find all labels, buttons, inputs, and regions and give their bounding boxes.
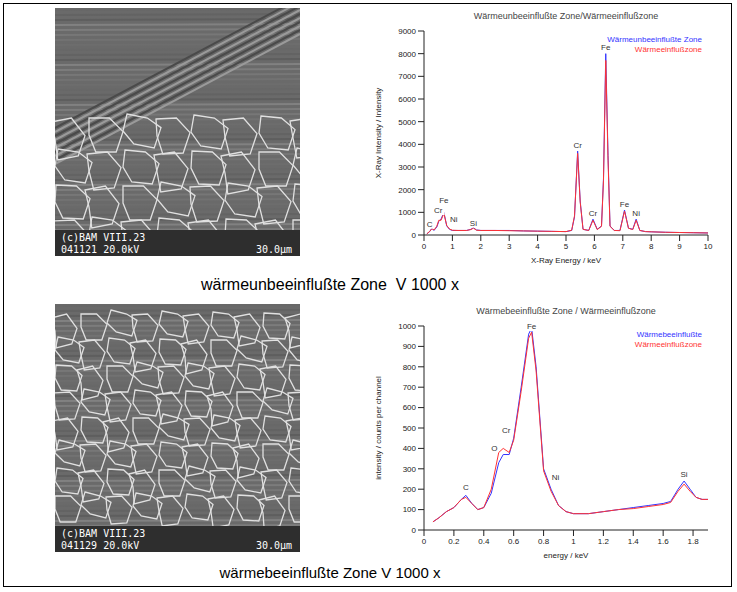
svg-text:0: 0: [422, 537, 427, 546]
svg-text:Fe: Fe: [620, 200, 630, 209]
svg-text:700: 700: [403, 383, 417, 392]
html-text:wärmebeeinflußte Zone V 1000 x: wärmebeeinflußte Zone V 1000 x: [219, 564, 441, 581]
html-text:Wärmeunbeeinflußte Zone/Wärmee: Wärmeunbeeinflußte Zone/Wärmeeinflußzone: [473, 11, 659, 21]
svg-text:Cr: Cr: [573, 141, 582, 150]
html-text:Wärmeeinflußzone: Wärmeeinflußzone: [634, 340, 702, 349]
svg-text:0: 0: [412, 526, 417, 535]
svg-text:9000: 9000: [398, 27, 416, 36]
svg-text:0: 0: [422, 242, 427, 251]
svg-text:500: 500: [403, 424, 417, 433]
html-text:Wärmebeeinflußte: Wärmebeeinflußte: [636, 330, 702, 339]
svg-text:30.0µm: 30.0µm: [256, 540, 292, 551]
svg-text:2: 2: [479, 242, 484, 251]
svg-text:X-Ray Intensity / Intensity: X-Ray Intensity / Intensity: [374, 88, 383, 179]
html-text:Wärmeunbeeinflußte Zone: Wärmeunbeeinflußte Zone: [607, 35, 702, 44]
svg-text:Ni: Ni: [632, 209, 640, 218]
svg-text:Si: Si: [470, 219, 477, 228]
svg-text:7: 7: [621, 242, 626, 251]
svg-text:300: 300: [403, 465, 417, 474]
svg-text:100: 100: [403, 505, 417, 514]
svg-text:0: 0: [412, 231, 417, 240]
svg-text:Cr: Cr: [434, 206, 443, 215]
svg-text:3: 3: [507, 242, 512, 251]
svg-text:0.8: 0.8: [538, 537, 550, 546]
svg-text:6: 6: [592, 242, 597, 251]
svg-text:3000: 3000: [398, 163, 416, 172]
svg-text:1: 1: [571, 537, 576, 546]
svg-text:1: 1: [450, 242, 455, 251]
html-text:Wärmebeeinflußte Zone / Wärmee: Wärmebeeinflußte Zone / Wärmeeinflußzone: [476, 306, 656, 316]
svg-text:200: 200: [403, 485, 417, 494]
svg-text:8000: 8000: [398, 50, 416, 59]
svg-text:1.6: 1.6: [658, 537, 670, 546]
svg-text:Ni: Ni: [450, 215, 458, 224]
svg-text:4: 4: [535, 242, 540, 251]
html-text:Wärmeeinflußzone: Wärmeeinflußzone: [634, 45, 702, 54]
svg-text:9: 9: [677, 242, 682, 251]
svg-text:5: 5: [564, 242, 569, 251]
svg-text:4000: 4000: [398, 140, 416, 149]
svg-text:7000: 7000: [398, 72, 416, 81]
svg-text:800: 800: [403, 363, 417, 372]
svg-text:400: 400: [403, 444, 417, 453]
svg-text:0.4: 0.4: [478, 537, 490, 546]
svg-text:1.4: 1.4: [628, 537, 640, 546]
svg-text:Cr: Cr: [589, 209, 598, 218]
svg-text:041121 20.0kV: 041121 20.0kV: [61, 244, 139, 255]
svg-text:1000: 1000: [398, 322, 416, 331]
svg-text:1.8: 1.8: [687, 537, 699, 546]
svg-text:Fe: Fe: [601, 43, 611, 52]
svg-text:intensity / counts per channel: intensity / counts per channel: [374, 376, 383, 480]
svg-text:1.2: 1.2: [598, 537, 610, 546]
svg-text:10: 10: [704, 242, 713, 251]
svg-text:30.0µm: 30.0µm: [256, 244, 292, 255]
svg-text:O: O: [491, 444, 497, 453]
svg-text:Fe: Fe: [527, 322, 537, 331]
svg-text:energy / keV: energy / keV: [544, 551, 590, 560]
svg-text:(c)BAM VIII.23: (c)BAM VIII.23: [61, 232, 145, 243]
svg-text:8: 8: [649, 242, 654, 251]
svg-text:5000: 5000: [398, 118, 416, 127]
svg-text:Cr: Cr: [502, 426, 511, 435]
svg-text:2000: 2000: [398, 186, 416, 195]
svg-text:C: C: [463, 483, 469, 492]
svg-text:600: 600: [403, 403, 417, 412]
svg-text:Fe: Fe: [439, 196, 449, 205]
svg-text:(c)BAM VIII.23: (c)BAM VIII.23: [61, 528, 145, 539]
svg-text:0.2: 0.2: [448, 537, 460, 546]
svg-text:0.6: 0.6: [508, 537, 520, 546]
svg-text:041129 20.0kV: 041129 20.0kV: [61, 540, 139, 551]
svg-text:X-Ray Energy / keV: X-Ray Energy / keV: [531, 256, 602, 265]
svg-text:6000: 6000: [398, 95, 416, 104]
html-text:wärmeunbeeinflußte Zone V 1000: wärmeunbeeinflußte Zone V 1000 x: [201, 276, 459, 293]
svg-text:C: C: [427, 220, 433, 229]
svg-text:Ni: Ni: [552, 473, 560, 482]
svg-text:Si: Si: [681, 470, 688, 479]
svg-text:900: 900: [403, 342, 417, 351]
svg-text:1000: 1000: [398, 208, 416, 217]
